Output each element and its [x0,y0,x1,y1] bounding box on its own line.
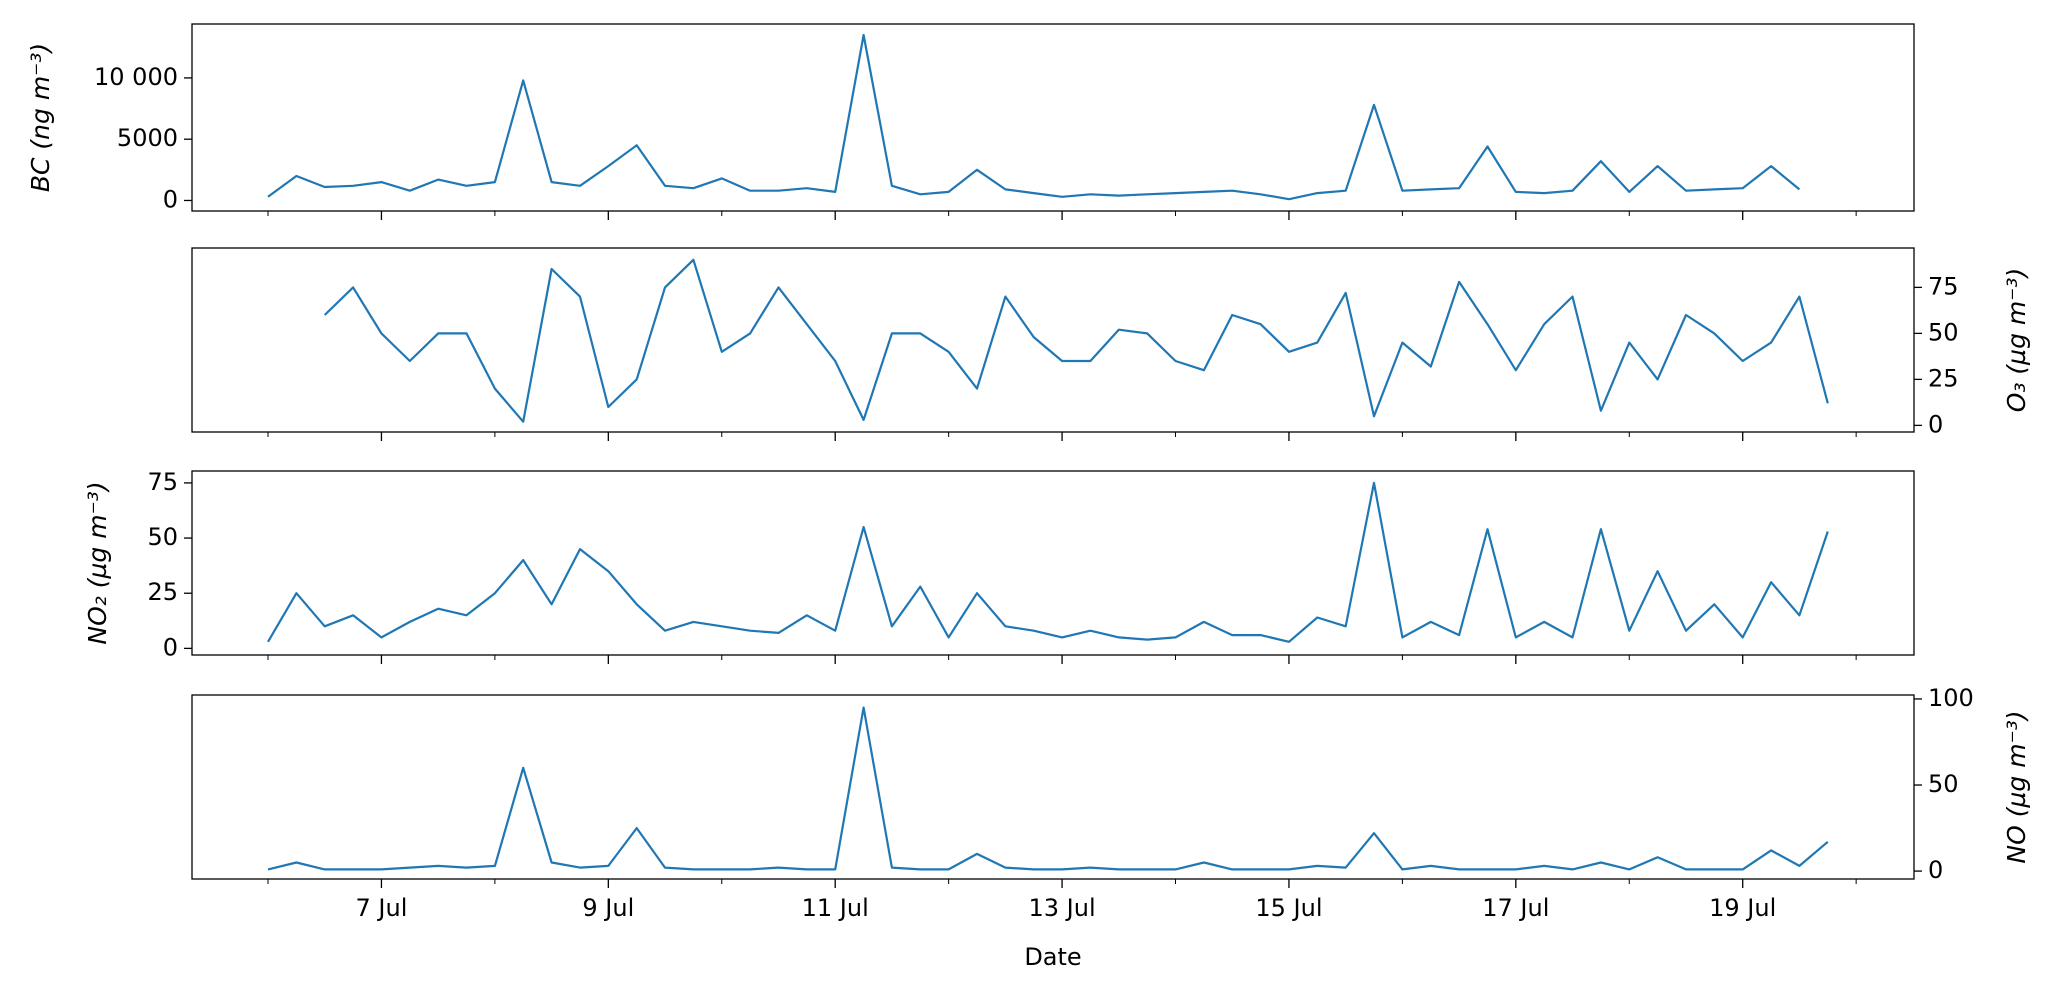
x-tick-label: 7 Jul [356,894,408,922]
data-line [267,33,1801,201]
axes-frame [191,23,1915,212]
x-tick-label: 15 Jul [1255,894,1322,922]
y-tick-label: 50 [1928,770,1959,798]
axes-frame [191,694,1915,880]
data-line [267,706,1829,871]
x-tick-label: 17 Jul [1482,894,1549,922]
x-tick-label: 19 Jul [1709,894,1776,922]
y-tick-label: 25 [147,578,178,606]
y-tick-label: 0 [1928,856,1943,884]
axes-frame [191,247,1915,433]
y-tick-label: 5000 [117,124,178,152]
y-axis-label: NO (µg m⁻³) [2002,710,2031,863]
y-tick-label: 0 [163,633,178,661]
y-tick-label: 75 [147,468,178,496]
y-axis-label: O₃ (µg m⁻³) [2002,268,2031,412]
y-tick-label: 10 000 [94,63,178,91]
y-tick-label: 0 [163,185,178,213]
y-axis-label: BC (ng m⁻³) [26,43,55,192]
data-line [323,258,1829,423]
axes-frame [191,470,1915,656]
y-tick-label: 25 [1928,364,1959,392]
y-tick-label: 50 [147,523,178,551]
y-tick-label: 100 [1928,684,1974,712]
y-axis-label: NO₂ (µg m⁻³) [83,481,112,644]
y-tick-label: 0 [1928,410,1943,438]
x-tick-label: 9 Jul [582,894,634,922]
x-tick-label: 11 Jul [802,894,869,922]
y-tick-label: 50 [1928,318,1959,346]
y-tick-label: 75 [1928,272,1959,300]
data-line [267,481,1829,643]
x-tick-label: 13 Jul [1029,894,1096,922]
x-axis-label: Date [1024,943,1081,971]
